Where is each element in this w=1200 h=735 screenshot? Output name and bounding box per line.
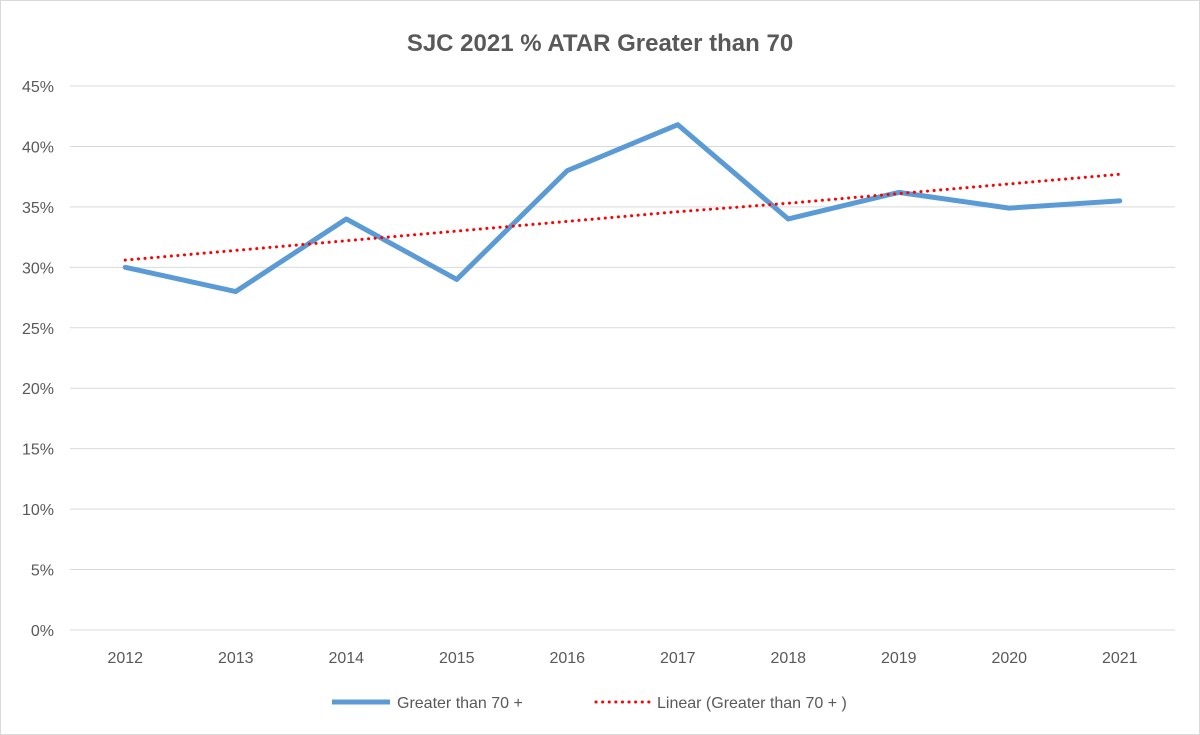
chart-title: SJC 2021 % ATAR Greater than 70 bbox=[407, 30, 793, 57]
x-tick-label: 2012 bbox=[107, 650, 143, 667]
legend: Greater than 70 + Linear (Greater than 70… bbox=[332, 695, 847, 712]
x-tick-label: 2019 bbox=[881, 650, 917, 667]
y-tick-label: 10% bbox=[22, 502, 54, 519]
x-tick-label: 2013 bbox=[218, 650, 254, 667]
y-tick-label: 35% bbox=[22, 200, 54, 217]
x-tick-label: 2016 bbox=[549, 650, 585, 667]
gridlines bbox=[70, 85, 1175, 631]
y-tick-label: 0% bbox=[31, 623, 54, 640]
y-tick-label: 15% bbox=[22, 442, 54, 459]
y-tick-label: 30% bbox=[22, 260, 54, 277]
x-axis-ticks: 2012 2013 2014 2015 2016 2017 2018 2019 2020 2021 bbox=[107, 650, 1137, 667]
x-tick-label: 2015 bbox=[439, 650, 475, 667]
series-line bbox=[122, 122, 1123, 295]
series-lines bbox=[122, 122, 1123, 295]
x-tick-label: 2021 bbox=[1102, 650, 1138, 667]
y-tick-label: 5% bbox=[31, 563, 54, 580]
legend-label-series: Greater than 70 + bbox=[397, 695, 523, 712]
x-tick-label: 2017 bbox=[660, 650, 696, 667]
y-tick-label: 45% bbox=[22, 79, 54, 96]
y-tick-label: 20% bbox=[22, 381, 54, 398]
x-tick-label: 2014 bbox=[328, 650, 364, 667]
y-tick-label: 40% bbox=[22, 139, 54, 156]
x-tick-label: 2020 bbox=[991, 650, 1027, 667]
x-tick-label: 2018 bbox=[770, 650, 806, 667]
legend-label-trendline: Linear (Greater than 70 + ) bbox=[657, 695, 847, 712]
y-axis-ticks: 0% 5% 10% 15% 20% 25% 30% 35% 40% 45% bbox=[22, 79, 54, 640]
y-tick-label: 25% bbox=[22, 321, 54, 338]
trendline bbox=[123, 172, 1122, 262]
